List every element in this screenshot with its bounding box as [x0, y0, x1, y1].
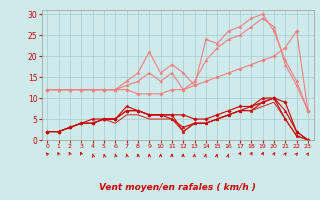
- Text: Vent moyen/en rafales ( km/h ): Vent moyen/en rafales ( km/h ): [99, 183, 256, 192]
